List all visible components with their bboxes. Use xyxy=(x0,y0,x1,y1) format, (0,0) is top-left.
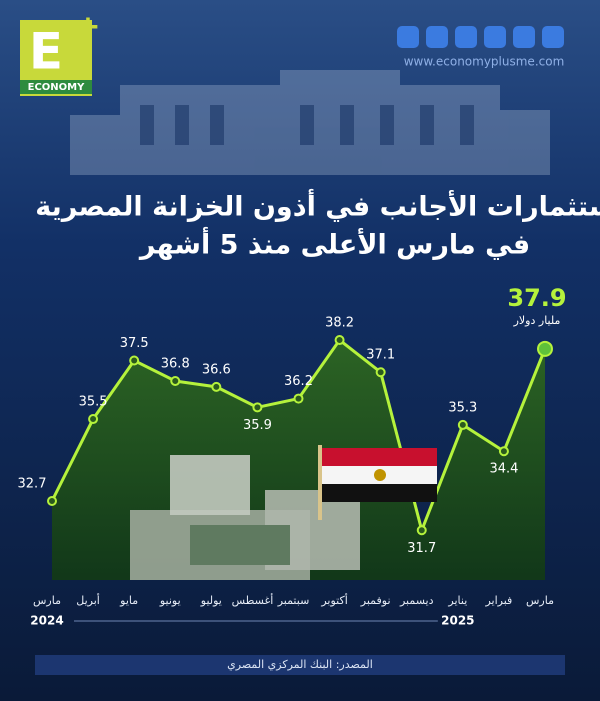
data-label: 31.7 xyxy=(407,541,436,556)
data-label: 36.6 xyxy=(202,362,231,377)
website: www.economyplusme.com xyxy=(404,55,565,69)
x-tick-label: مارس xyxy=(526,594,554,607)
data-label: 35.9 xyxy=(243,418,272,433)
data-label: 32.7 xyxy=(18,476,47,491)
point xyxy=(170,376,181,387)
x-tick-label: مايو xyxy=(119,594,138,607)
x-tick-label: أكتوبر xyxy=(320,593,347,607)
data-label: 37.1 xyxy=(366,348,395,363)
data-label: 35.5 xyxy=(79,395,108,410)
x-tick-label: نوفمبر xyxy=(360,594,391,607)
x-tick-label: سبتمبر xyxy=(277,594,310,607)
x-tick-label: مارس xyxy=(33,594,61,607)
x-tick-label: يوليو xyxy=(200,594,222,607)
logo-letter: E xyxy=(29,23,63,81)
point xyxy=(334,335,345,346)
data-label: 38.2 xyxy=(325,316,354,331)
point xyxy=(457,419,468,430)
point xyxy=(252,402,263,413)
unit-label: مليار دولار xyxy=(513,314,561,327)
data-label: 36.2 xyxy=(284,374,313,389)
x-tick-label: أبريل xyxy=(76,593,100,607)
money-and-flag xyxy=(130,445,437,580)
point xyxy=(498,446,509,457)
point xyxy=(129,355,140,366)
point xyxy=(537,340,553,357)
chart-title: في مارس الأعلى منذ 5 أشهر xyxy=(138,227,530,261)
data-label: 37.5 xyxy=(120,336,149,351)
logo: E + ECONOMY xyxy=(20,10,101,96)
point xyxy=(375,367,386,378)
point xyxy=(211,381,222,392)
year-label: 2025 xyxy=(441,614,474,628)
source-bar xyxy=(35,655,565,675)
point xyxy=(293,393,304,404)
x-tick-label: أغسطس xyxy=(232,593,274,607)
x-tick-label: يناير xyxy=(447,594,467,607)
social-icons xyxy=(397,26,564,48)
data-label: 34.4 xyxy=(489,462,518,477)
point xyxy=(88,414,99,425)
data-label: 36.8 xyxy=(161,357,190,372)
point xyxy=(416,525,427,536)
x-tick-label: فبراير xyxy=(484,594,512,607)
svg-text:+: + xyxy=(75,10,100,45)
x-tick-label: ديسمبر xyxy=(399,594,434,607)
point xyxy=(47,495,57,506)
logo-text: ECONOMY xyxy=(28,82,85,93)
chart-title: استثمارات الأجانب في أذون الخزانة المصري… xyxy=(35,189,600,223)
source: المصدر: البنك المركزي المصري xyxy=(227,658,373,671)
x-tick-label: يونيو xyxy=(159,594,181,607)
year-label: 2024 xyxy=(30,614,63,628)
data-label: 37.9 xyxy=(507,284,566,312)
data-label: 35.3 xyxy=(448,400,477,415)
